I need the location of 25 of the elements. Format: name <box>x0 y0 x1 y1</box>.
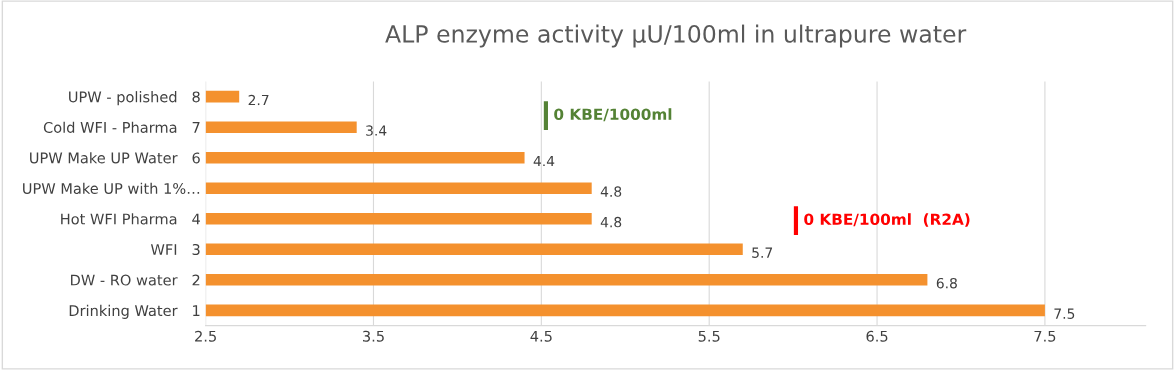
x-tick-label: 4.5 <box>530 330 552 342</box>
data-label: 3.4 <box>366 125 387 136</box>
data-label: 5.7 <box>752 247 773 258</box>
x-tick-label: 6.5 <box>866 330 888 342</box>
y-tick-label: UPW - polished 8 <box>69 91 200 106</box>
y-tick-label: DW - RO water 2 <box>71 274 200 286</box>
data-label: 6.8 <box>936 277 957 289</box>
y-tick-label: Drinking Water 1 <box>69 304 200 319</box>
data-label: 4.8 <box>600 186 622 197</box>
data-label: 4.8 <box>600 216 622 228</box>
data-label: 2.7 <box>248 94 269 106</box>
y-tick-label: WFI 3 <box>150 244 200 256</box>
x-tick-label: 5.5 <box>698 330 720 342</box>
y-tick-label: Cold WFI - Pharma 7 <box>43 121 200 133</box>
y-tick-label: Hot WFI Pharma 4 <box>61 213 200 225</box>
chart-title: ALP enzyme activity µU/100ml in ultrapure water <box>385 24 967 48</box>
x-tick-label: 3.5 <box>363 330 384 342</box>
data-label: 4.4 <box>533 156 555 167</box>
y-tick-label: UPW Make UP Water 6 <box>30 152 200 164</box>
annotation: 0 KBE/100ml (R2A) <box>804 213 970 227</box>
annotation: 0 KBE/1000ml <box>554 108 672 122</box>
data-label: 7.5 <box>1054 308 1075 319</box>
x-tick-label: 2.5 <box>195 330 216 342</box>
y-tick-label: UPW Make UP with 1%… <box>23 182 200 194</box>
x-tick-label: 7.5 <box>1034 330 1056 342</box>
